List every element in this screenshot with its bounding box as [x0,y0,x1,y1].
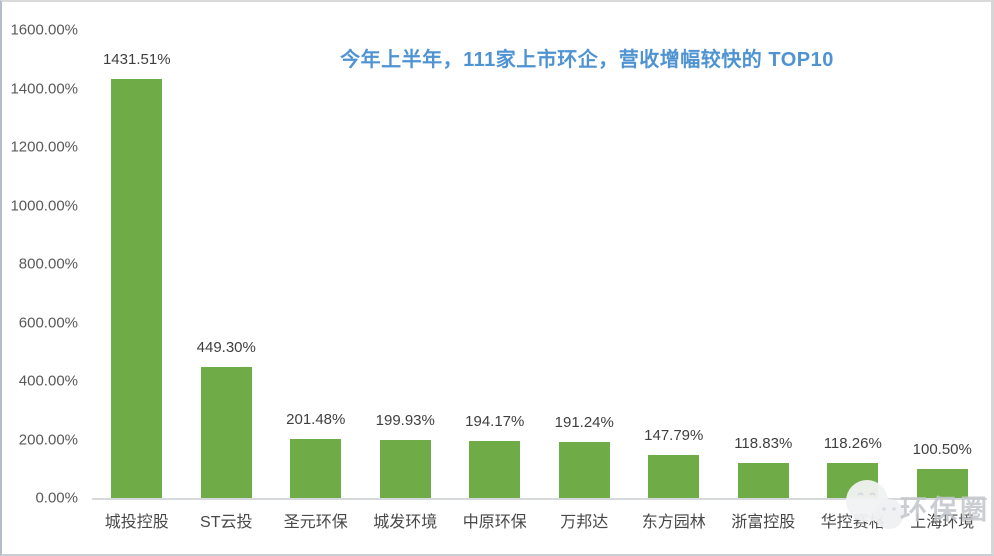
bar-slot: 449.30% [182,30,272,498]
bar-slot: 191.24% [540,30,630,498]
bar [558,442,610,498]
y-axis-tick-label: 1600.00% [10,21,78,39]
bar-slot: 147.79% [629,30,719,498]
bar [379,439,431,498]
bar-value-label: 194.17% [465,413,525,431]
y-axis-tick-label: 0.00% [35,489,78,507]
x-axis-category-label: ST云投 [200,514,253,531]
bar [290,439,342,498]
x-axis-category-label: 城投控股 [104,514,169,531]
bar [648,454,700,498]
bar [111,79,163,498]
bar-value-label: 1431.51% [102,51,171,69]
y-axis-tick-label: 1000.00% [10,197,78,214]
x-axis-category-label: 城发环境 [373,514,438,531]
bar-value-label: 201.48% [286,411,346,429]
y-axis-tick-label: 400.00% [18,372,78,390]
x-axis-category-label: 浙富控股 [731,514,796,531]
bar-slot: 199.93% [361,30,451,498]
bar-slot: 1431.51% [92,30,182,498]
bar-value-label: 147.79% [644,426,704,444]
bar [916,468,968,498]
chart-title: 今年上半年，111家上市环企，营收增幅较快的 TOP10 [340,49,834,71]
bar-value-label: 100.50% [912,440,972,458]
bar-slot: 201.48% [271,30,361,498]
x-axis-labels: 城投控股 ST云投 圣元环保 城发环境 中原环保 万邦达 东方园林 浙富控股 华控赛格 上海环境 [92,508,987,532]
x-axis-category-label: 东方园林 [641,514,706,531]
bar-value-label: 199.93% [375,411,435,429]
y-axis-tick-label: 600.00% [18,314,78,331]
bar [469,441,521,498]
bar-value-label: 118.26% [823,435,882,453]
x-axis-category-label: 华控赛格 [820,514,885,531]
bar-slot: 100.50% [898,30,988,498]
bar-slot: 194.17% [450,30,540,498]
x-axis-category-label: 圣元环保 [283,514,348,531]
x-axis-category-label: 万邦达 [560,514,609,531]
bar [737,463,789,498]
bar-slot: 118.83% [719,30,809,498]
bar [200,366,252,498]
bar-value-label: 118.83% [734,435,793,453]
y-axis-tick-label: 200.00% [18,431,78,448]
y-axis-tick-label: 800.00% [18,255,78,273]
x-axis-category-label: 中原环保 [462,514,527,531]
bar-slot: 118.26% [808,30,898,498]
bar [827,463,879,498]
y-axis: 0.00% 200.00% 400.00% 600.00% 800.00% 1000.00… [2,22,78,507]
plot-area: 1431.51% 449.30% 201.48% 199.93% 194.17% 191.… [92,30,987,500]
y-axis-tick-label: 1200.00% [10,138,78,156]
x-axis-category-label: 上海环境 [910,514,975,531]
y-axis-tick-label: 1400.00% [10,80,78,97]
bar-value-label: 191.24% [554,414,614,432]
bar-value-label: 449.30% [196,338,256,356]
